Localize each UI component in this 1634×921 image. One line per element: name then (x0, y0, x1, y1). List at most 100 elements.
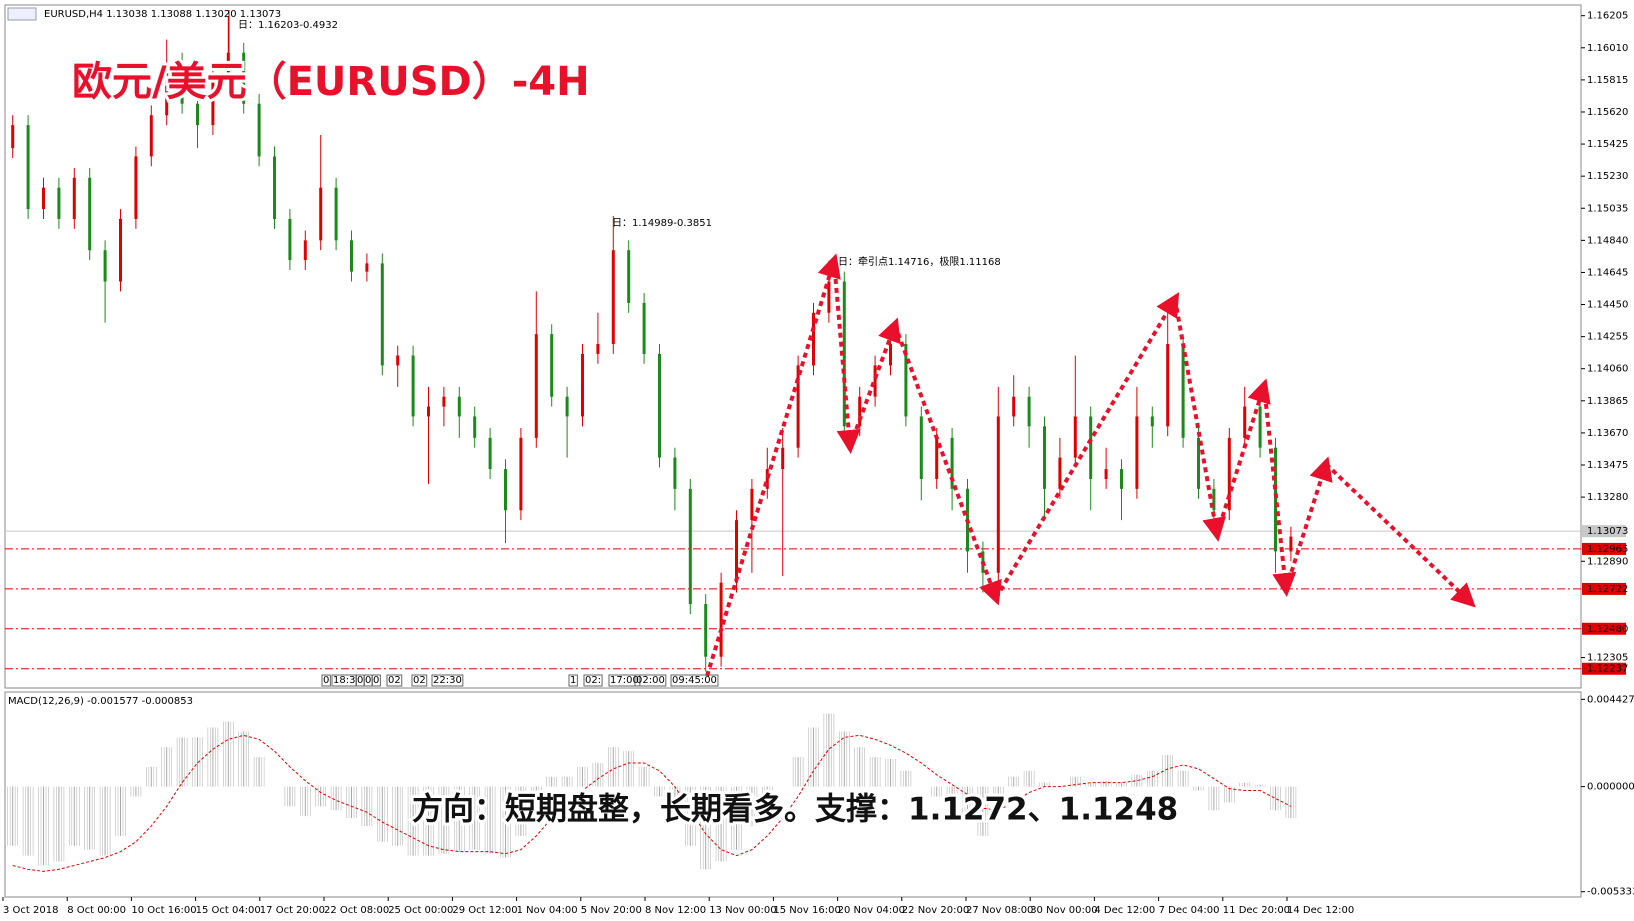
x-tick-label: 3 Oct 2018 (3, 905, 58, 916)
level-label: 1.12480 (1587, 624, 1628, 635)
time-tag: 0 (365, 675, 371, 686)
time-tag: 1 (570, 675, 576, 686)
time-tag: 0 (323, 675, 329, 686)
candle-body (211, 72, 215, 126)
arrow (1262, 385, 1297, 597)
candle-body (1012, 396, 1016, 417)
y-tick-label: -0.005333 (1587, 887, 1634, 898)
x-tick-label: 22 Oct 08:00 (324, 905, 389, 916)
x-tick-label: 20 Nov 04:00 (838, 905, 905, 916)
time-tag-box (634, 674, 667, 687)
symbol-header: EURUSD,H4 1.13038 1.13088 1.13020 1.1307… (44, 9, 281, 20)
candle-body (889, 344, 892, 366)
candle-body (196, 103, 199, 126)
candle-body (165, 62, 169, 116)
current-price-box (1582, 525, 1626, 538)
candle-body (642, 302, 646, 354)
y-tick-label: 1.12305 (1587, 653, 1628, 664)
arrow (1324, 462, 1476, 608)
time-tag: 02: (585, 675, 601, 686)
x-tick-label: 30 Nov 00:00 (1030, 905, 1097, 916)
y-tick-label: 0.004427 (1587, 694, 1634, 705)
candle-body (1073, 416, 1077, 458)
main-panel-frame (4, 4, 1582, 689)
arrow (1215, 378, 1271, 535)
time-tag-box (568, 674, 578, 687)
y-tick-label: 1.13475 (1587, 460, 1628, 471)
x-tick-label: 7 Dec 04:00 (1159, 905, 1220, 916)
candle-body (904, 344, 908, 417)
candle-body (935, 437, 939, 479)
candle-body (488, 437, 492, 470)
candle-body (812, 312, 815, 366)
x-tick-label: 10 Oct 16:00 (131, 905, 196, 916)
candle-body (380, 263, 384, 366)
candle-body (504, 469, 507, 511)
candle-body (119, 218, 122, 282)
candle-body (919, 416, 923, 479)
level-label-box (1582, 662, 1626, 675)
candle-body (534, 334, 538, 438)
candle-body (1104, 469, 1108, 479)
candle-body (88, 177, 92, 251)
time-tag-box (386, 674, 403, 687)
level-label-box (1582, 622, 1626, 635)
current-price-label: 1.13073 (1587, 526, 1628, 537)
candle-body (827, 281, 831, 313)
y-tick-label: 1.13865 (1587, 396, 1628, 407)
time-tag: 02 (388, 675, 401, 686)
level-label-box (1582, 542, 1626, 555)
y-tick-label: 1.14060 (1587, 364, 1628, 375)
time-tag-box (431, 674, 464, 687)
candle-body (596, 344, 600, 354)
arrow (1173, 298, 1226, 542)
candle-body (1274, 447, 1277, 552)
candle-body (1089, 416, 1093, 479)
y-tick-label: 1.15230 (1587, 171, 1628, 182)
x-tick-label: 8 Oct 00:00 (67, 905, 126, 916)
candle-body (72, 177, 76, 219)
y-tick-label: 1.14450 (1587, 300, 1628, 311)
direction-note: 方向：短期盘整，长期看多。支撑：1.1272、1.1248 (412, 792, 1178, 828)
x-tick-label: 15 Oct 04:00 (196, 905, 261, 916)
level-label: 1.12722 (1587, 584, 1628, 595)
time-tag-box (608, 674, 641, 687)
annotation: 日：牵引点1.14716，极限1.11168 (838, 255, 1001, 268)
y-tick-label: 1.15425 (1587, 139, 1628, 150)
chart-title: 欧元/美元（EURUSD）-4H (72, 59, 590, 105)
macd-panel-frame (4, 691, 1582, 898)
x-tick-label: 15 Nov 16:00 (773, 905, 840, 916)
candle-body (1027, 396, 1031, 427)
arrow (893, 324, 1002, 606)
x-tick-label: 17 Oct 20:00 (260, 905, 325, 916)
time-tag: 02 (413, 675, 426, 686)
arrow (994, 292, 1180, 600)
candle-body (796, 365, 800, 448)
window-icon (7, 7, 37, 21)
y-tick-label: 1.13280 (1587, 492, 1628, 503)
candle-body (26, 125, 30, 210)
time-tag-box (321, 674, 331, 687)
candle-body (42, 187, 45, 210)
candle-body (1135, 416, 1139, 489)
candle-body (781, 447, 785, 470)
candle-body (427, 406, 430, 417)
time-tag-box (583, 674, 603, 687)
y-tick-label: 1.15815 (1587, 75, 1628, 86)
candle-body (950, 437, 954, 489)
candle-body (858, 396, 862, 427)
level-label: 1.12237 (1587, 664, 1628, 675)
candle-body (365, 263, 369, 272)
candle-body (842, 281, 846, 427)
arrow (848, 317, 901, 447)
candle-body (103, 250, 107, 282)
y-tick-label: 1.14645 (1587, 267, 1628, 278)
y-tick-label: 1.16205 (1587, 11, 1628, 22)
candle-body (288, 218, 292, 261)
candle-body (149, 115, 153, 157)
forecast-arrows (705, 253, 1476, 677)
time-tag: 09:45:00 (672, 675, 717, 686)
time-tag: 17:00 (610, 675, 639, 686)
candle-body (1181, 344, 1185, 438)
arrow (705, 253, 841, 677)
